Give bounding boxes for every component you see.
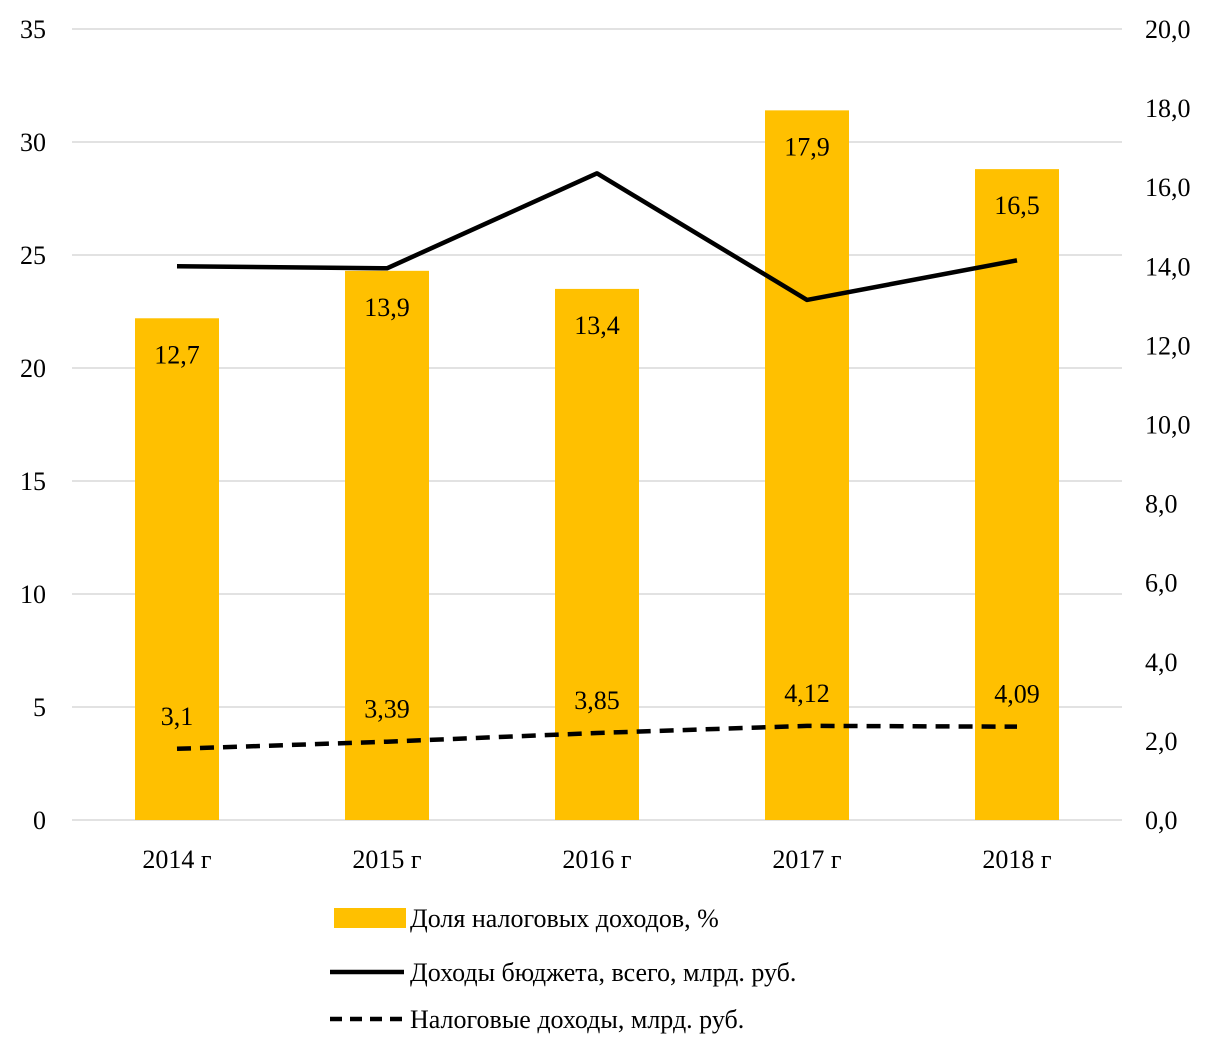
right-tick-label: 14,0 — [1145, 252, 1191, 281]
left-tick-label: 30 — [20, 128, 46, 157]
right-tick-label: 4,0 — [1145, 648, 1178, 677]
left-tick-label: 20 — [20, 354, 46, 383]
bar — [765, 110, 849, 821]
bar — [555, 288, 639, 820]
bar — [975, 169, 1059, 820]
right-tick-label: 16,0 — [1145, 173, 1191, 202]
line-data-label: 4,09 — [994, 680, 1040, 709]
bar — [135, 318, 219, 820]
line-data-label: 4,12 — [784, 679, 830, 708]
right-tick-label: 12,0 — [1145, 331, 1191, 360]
left-axis: 0 5 10 15 20 25 30 35 — [20, 15, 46, 835]
line-data-label: 3,85 — [574, 686, 620, 715]
left-tick-label: 10 — [20, 580, 46, 609]
right-tick-label: 8,0 — [1145, 490, 1178, 519]
legend-label-bar: Доля налоговых доходов, % — [410, 904, 719, 933]
left-tick-label: 0 — [33, 806, 46, 835]
legend-swatch-bar — [334, 908, 406, 928]
right-tick-label: 20,0 — [1145, 15, 1191, 44]
left-tick-label: 25 — [20, 241, 46, 270]
bar-data-label: 12,7 — [154, 340, 200, 369]
x-tick-label: 2018 г — [982, 845, 1051, 874]
x-tick-label: 2017 г — [772, 845, 841, 874]
left-tick-label: 5 — [33, 693, 46, 722]
bar-data-label: 13,9 — [364, 293, 410, 322]
x-tick-label: 2016 г — [562, 845, 631, 874]
legend-label-solid-line: Доходы бюджета, всего, млрд. руб. — [410, 958, 796, 987]
x-tick-label: 2014 г — [142, 845, 211, 874]
left-tick-label: 15 — [20, 467, 46, 496]
x-tick-label: 2015 г — [352, 845, 421, 874]
bar-data-label: 16,5 — [994, 191, 1040, 220]
budget-revenue-line — [176, 171, 1018, 303]
data-labels: 12,7 13,9 13,4 17,9 16,5 3,1 3,39 3,85 4,12 4,09 — [154, 132, 1040, 730]
bar — [345, 270, 429, 820]
right-tick-label: 18,0 — [1145, 94, 1191, 123]
right-tick-label: 2,0 — [1145, 727, 1178, 756]
line-series — [176, 171, 1018, 752]
line-data-label: 3,39 — [364, 695, 410, 724]
right-tick-label: 0,0 — [1145, 806, 1178, 835]
bar-data-label: 17,9 — [784, 132, 830, 161]
right-tick-label: 6,0 — [1145, 569, 1178, 598]
right-axis: 0,0 2,0 4,0 6,0 8,0 10,0 12,0 14,0 16,0 18,0 20,0 — [1145, 15, 1191, 835]
bar-data-label: 13,4 — [574, 311, 620, 340]
bar-series — [135, 110, 1059, 821]
right-tick-label: 10,0 — [1145, 411, 1191, 440]
left-tick-label: 35 — [20, 15, 46, 44]
legend-label-dashed-line: Налоговые доходы, млрд. руб. — [410, 1005, 744, 1034]
legend: Доля налоговых доходов, % Доходы бюджета… — [330, 904, 796, 1034]
line-data-label: 3,1 — [161, 702, 194, 731]
x-axis: 2014 г 2015 г 2016 г 2017 г 2018 г — [142, 845, 1051, 874]
